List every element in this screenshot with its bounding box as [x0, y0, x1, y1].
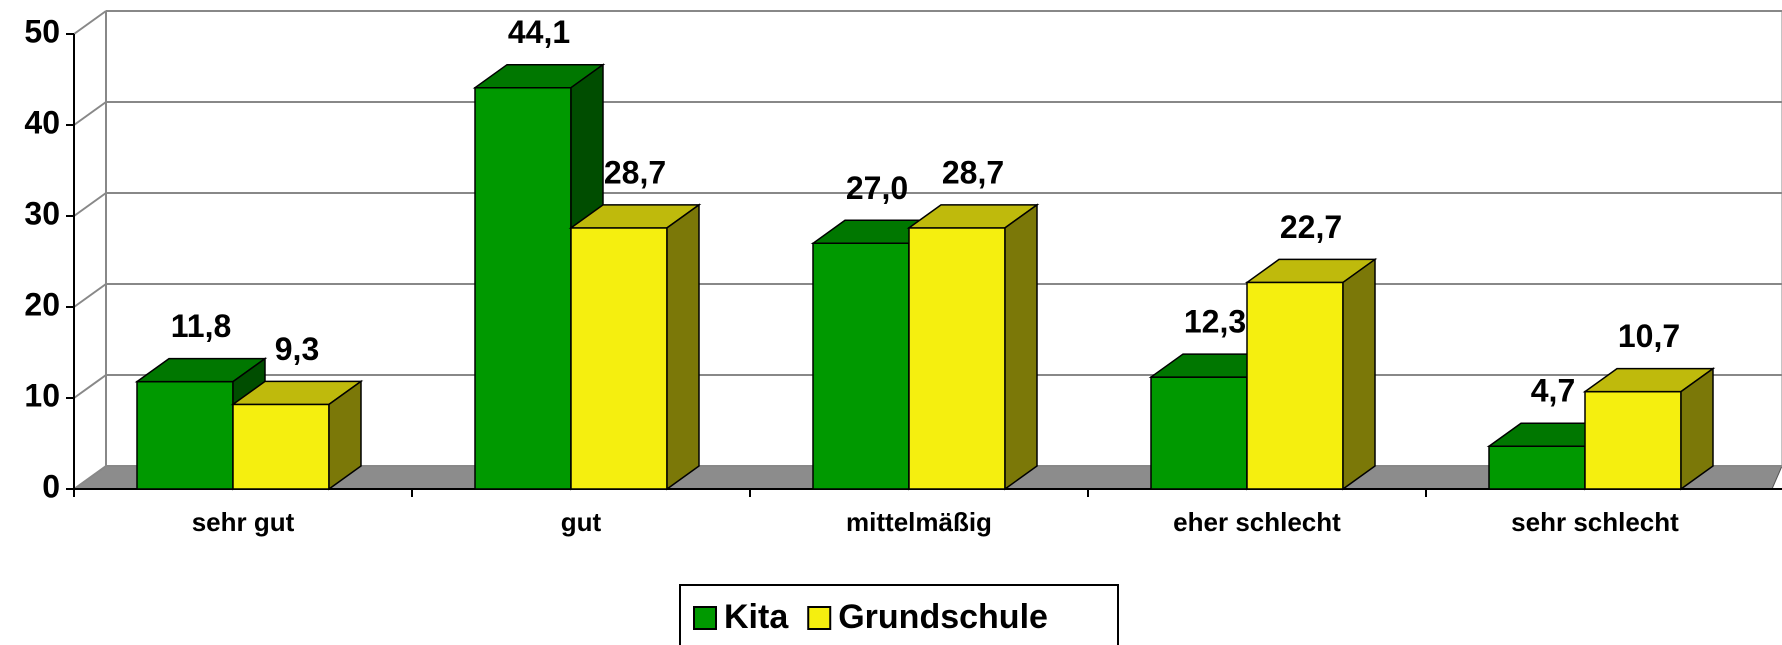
- value-label: 28,7: [604, 154, 666, 190]
- value-label: 27,0: [846, 170, 908, 206]
- bar-front: [1584, 390, 1682, 490]
- bar-front: [1246, 281, 1344, 490]
- x-tick-label: eher schlecht: [1173, 507, 1341, 537]
- bar-front: [474, 86, 572, 490]
- value-label: 44,1: [508, 14, 570, 50]
- bar: [1244, 257, 1378, 491]
- x-tick-label: sehr gut: [192, 507, 295, 537]
- value-label: 4,7: [1531, 373, 1575, 409]
- y-tick-label: 20: [24, 286, 60, 322]
- grid-line-side: [73, 465, 107, 490]
- bar-front: [232, 403, 330, 490]
- grid-line-side: [73, 374, 107, 399]
- legend-swatch: [807, 606, 832, 630]
- value-label: 9,3: [275, 331, 319, 367]
- value-label: 12,3: [1184, 304, 1246, 340]
- bar-front: [1488, 445, 1586, 490]
- bar-side: [666, 203, 700, 491]
- bar-front: [1150, 376, 1248, 490]
- grid-line-side: [73, 101, 107, 126]
- bar: [906, 203, 1040, 491]
- legend: Kita Grundschule: [679, 584, 1119, 645]
- y-tick-label: 10: [24, 377, 60, 413]
- legend-box: [679, 584, 1119, 645]
- value-label: 11,8: [171, 308, 232, 344]
- legend-swatch: [693, 606, 717, 630]
- grid-line-side: [73, 192, 107, 217]
- y-tick-label: 50: [24, 13, 60, 49]
- bar-front: [136, 380, 234, 490]
- grid-line-side: [73, 283, 107, 308]
- bar-side: [1004, 203, 1038, 491]
- y-tick-label: 30: [24, 195, 60, 231]
- bar-front: [570, 227, 668, 490]
- value-label: 22,7: [1280, 209, 1342, 245]
- bar: [1582, 367, 1716, 491]
- legend-label: Kita: [724, 598, 789, 636]
- y-tick-label: 40: [24, 104, 60, 140]
- x-tick-label: mittelmäßig: [846, 507, 992, 537]
- x-tick-label: gut: [561, 507, 602, 537]
- bar-side: [1342, 257, 1376, 491]
- y-tick-label: 0: [42, 468, 60, 504]
- bar-front: [908, 227, 1006, 490]
- bar: [568, 203, 702, 491]
- bar-side: [1680, 367, 1714, 491]
- grid-line-side: [73, 10, 107, 35]
- value-label: 28,7: [942, 154, 1004, 190]
- bar: [230, 379, 364, 491]
- legend-label: Grundschule: [838, 598, 1048, 636]
- bar-front: [812, 242, 910, 490]
- bar-side: [328, 379, 362, 491]
- x-tick-label: sehr schlecht: [1511, 507, 1679, 537]
- value-label: 10,7: [1618, 318, 1680, 354]
